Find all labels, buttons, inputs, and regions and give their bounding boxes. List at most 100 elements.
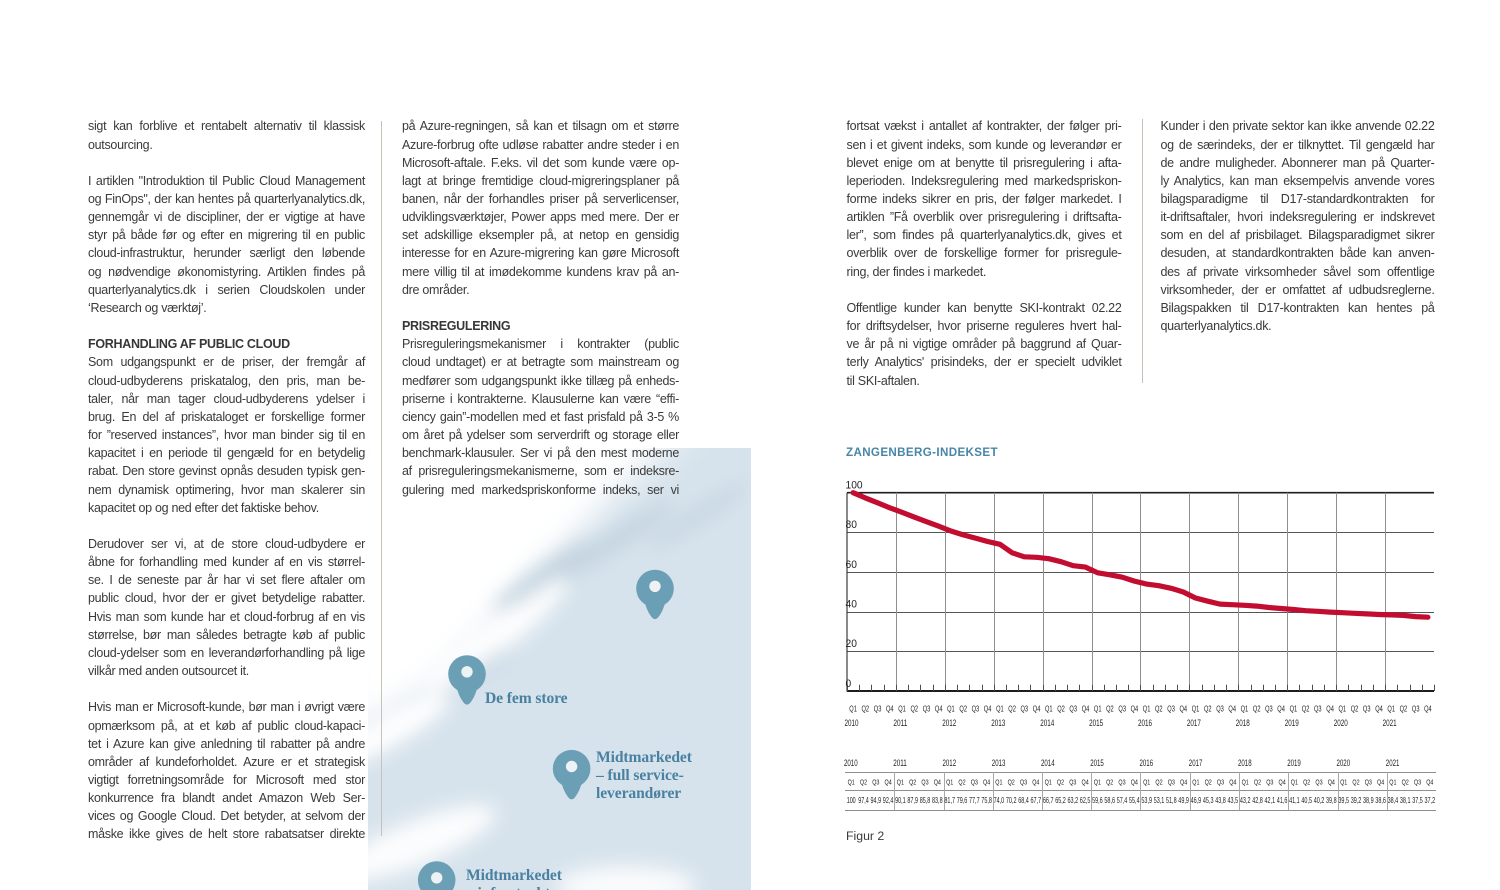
svg-text:Q4: Q4 [934,778,942,787]
svg-text:Q2: Q2 [860,778,867,787]
svg-text:Q3: Q3 [1021,705,1029,714]
svg-text:2020: 2020 [1334,717,1348,728]
svg-text:Q4: Q4 [984,705,992,714]
svg-text:Q1: Q1 [1143,705,1151,714]
svg-text:2011: 2011 [893,757,907,768]
svg-text:2014: 2014 [1040,717,1054,728]
svg-text:70,2: 70,2 [1006,796,1017,805]
svg-text:51,8: 51,8 [1166,796,1177,805]
svg-text:97,4: 97,4 [858,796,869,805]
svg-text:Q4: Q4 [1082,705,1090,714]
svg-text:Q4: Q4 [1082,778,1090,787]
svg-text:Q4: Q4 [1033,705,1041,714]
svg-text:Q1: Q1 [1291,778,1298,787]
svg-text:60: 60 [846,559,857,571]
svg-text:Q1: Q1 [1339,705,1347,714]
svg-text:2015: 2015 [1089,717,1103,728]
svg-text:38,4: 38,4 [1388,796,1399,805]
svg-text:2018: 2018 [1238,757,1252,768]
svg-text:100: 100 [846,480,863,492]
svg-text:Q3: Q3 [1365,778,1372,787]
svg-text:Q2: Q2 [958,778,965,787]
svg-text:20: 20 [846,638,857,650]
svg-text:92,4: 92,4 [883,796,894,805]
svg-text:2014: 2014 [1041,757,1055,768]
svg-text:Q4: Q4 [983,778,991,787]
svg-text:Q1: Q1 [946,778,953,787]
svg-text:Q3: Q3 [921,778,928,787]
svg-text:Q1: Q1 [897,778,904,787]
svg-text:2010: 2010 [845,717,859,728]
svg-text:38,9: 38,9 [1363,796,1374,805]
svg-text:Q1: Q1 [1192,705,1200,714]
svg-text:Q3: Q3 [1266,778,1273,787]
svg-text:2019: 2019 [1287,757,1301,768]
svg-text:Q1: Q1 [995,778,1002,787]
svg-text:2016: 2016 [1138,717,1152,728]
svg-text:40,5: 40,5 [1301,796,1312,805]
svg-text:43,5: 43,5 [1228,796,1239,805]
svg-text:2021: 2021 [1383,717,1397,728]
svg-text:87,9: 87,9 [907,796,918,805]
svg-text:Q1: Q1 [996,705,1004,714]
svg-text:Q3: Q3 [1020,778,1027,787]
svg-text:41,1: 41,1 [1289,796,1300,805]
svg-text:Q4: Q4 [1229,778,1237,787]
svg-text:Q1: Q1 [849,705,857,714]
svg-text:2010: 2010 [844,757,858,768]
svg-text:Q3: Q3 [1217,778,1224,787]
svg-text:43,8: 43,8 [1215,796,1226,805]
svg-text:Q1: Q1 [1242,778,1249,787]
svg-text:80: 80 [846,519,857,531]
svg-text:Q4: Q4 [1032,778,1040,787]
svg-text:Q4: Q4 [1131,705,1139,714]
svg-text:94,9: 94,9 [871,796,882,805]
svg-text:Q3: Q3 [971,778,978,787]
svg-text:Q3: Q3 [1314,705,1322,714]
svg-text:Q3: Q3 [1118,705,1126,714]
svg-text:Q2: Q2 [1253,705,1261,714]
svg-text:53,1: 53,1 [1154,796,1165,805]
svg-text:38,6: 38,6 [1375,796,1386,805]
svg-text:83,8: 83,8 [932,796,943,805]
svg-text:Q2: Q2 [1402,778,1409,787]
svg-text:Q2: Q2 [1106,705,1114,714]
svg-text:39,2: 39,2 [1351,796,1362,805]
svg-text:38,1: 38,1 [1400,796,1411,805]
svg-text:77,7: 77,7 [969,796,980,805]
svg-text:68,4: 68,4 [1018,796,1029,805]
svg-text:Q2: Q2 [1057,705,1065,714]
svg-text:46,9: 46,9 [1191,796,1202,805]
svg-text:Q1: Q1 [1045,705,1053,714]
svg-text:66,7: 66,7 [1043,796,1054,805]
svg-text:Q1: Q1 [1094,778,1101,787]
svg-text:Q3: Q3 [1414,778,1421,787]
svg-text:Q2: Q2 [1303,778,1310,787]
svg-text:65,2: 65,2 [1055,796,1066,805]
svg-text:63,2: 63,2 [1068,796,1079,805]
svg-text:0: 0 [846,678,852,690]
svg-text:Q1: Q1 [848,778,855,787]
svg-text:Q2: Q2 [1155,705,1163,714]
svg-text:Q2: Q2 [1254,778,1261,787]
svg-text:Q3: Q3 [972,705,980,714]
svg-text:43,2: 43,2 [1240,796,1251,805]
svg-text:Q4: Q4 [935,705,943,714]
svg-text:2013: 2013 [992,757,1006,768]
svg-text:2021: 2021 [1386,757,1400,768]
svg-text:81,7: 81,7 [944,796,955,805]
svg-text:53,9: 53,9 [1141,796,1152,805]
svg-text:Q3: Q3 [874,705,882,714]
svg-text:Q1: Q1 [898,705,906,714]
svg-text:Q3: Q3 [1216,705,1224,714]
svg-text:Q2: Q2 [1205,778,1212,787]
svg-text:Q4: Q4 [1279,778,1287,787]
svg-text:55,4: 55,4 [1129,796,1140,805]
svg-text:Q2: Q2 [959,705,967,714]
svg-text:Q2: Q2 [1057,778,1064,787]
svg-text:Q4: Q4 [1228,705,1236,714]
svg-text:Q1: Q1 [1241,705,1249,714]
svg-text:42,8: 42,8 [1252,796,1263,805]
svg-text:Q3: Q3 [1315,778,1322,787]
svg-text:Q4: Q4 [1375,705,1383,714]
